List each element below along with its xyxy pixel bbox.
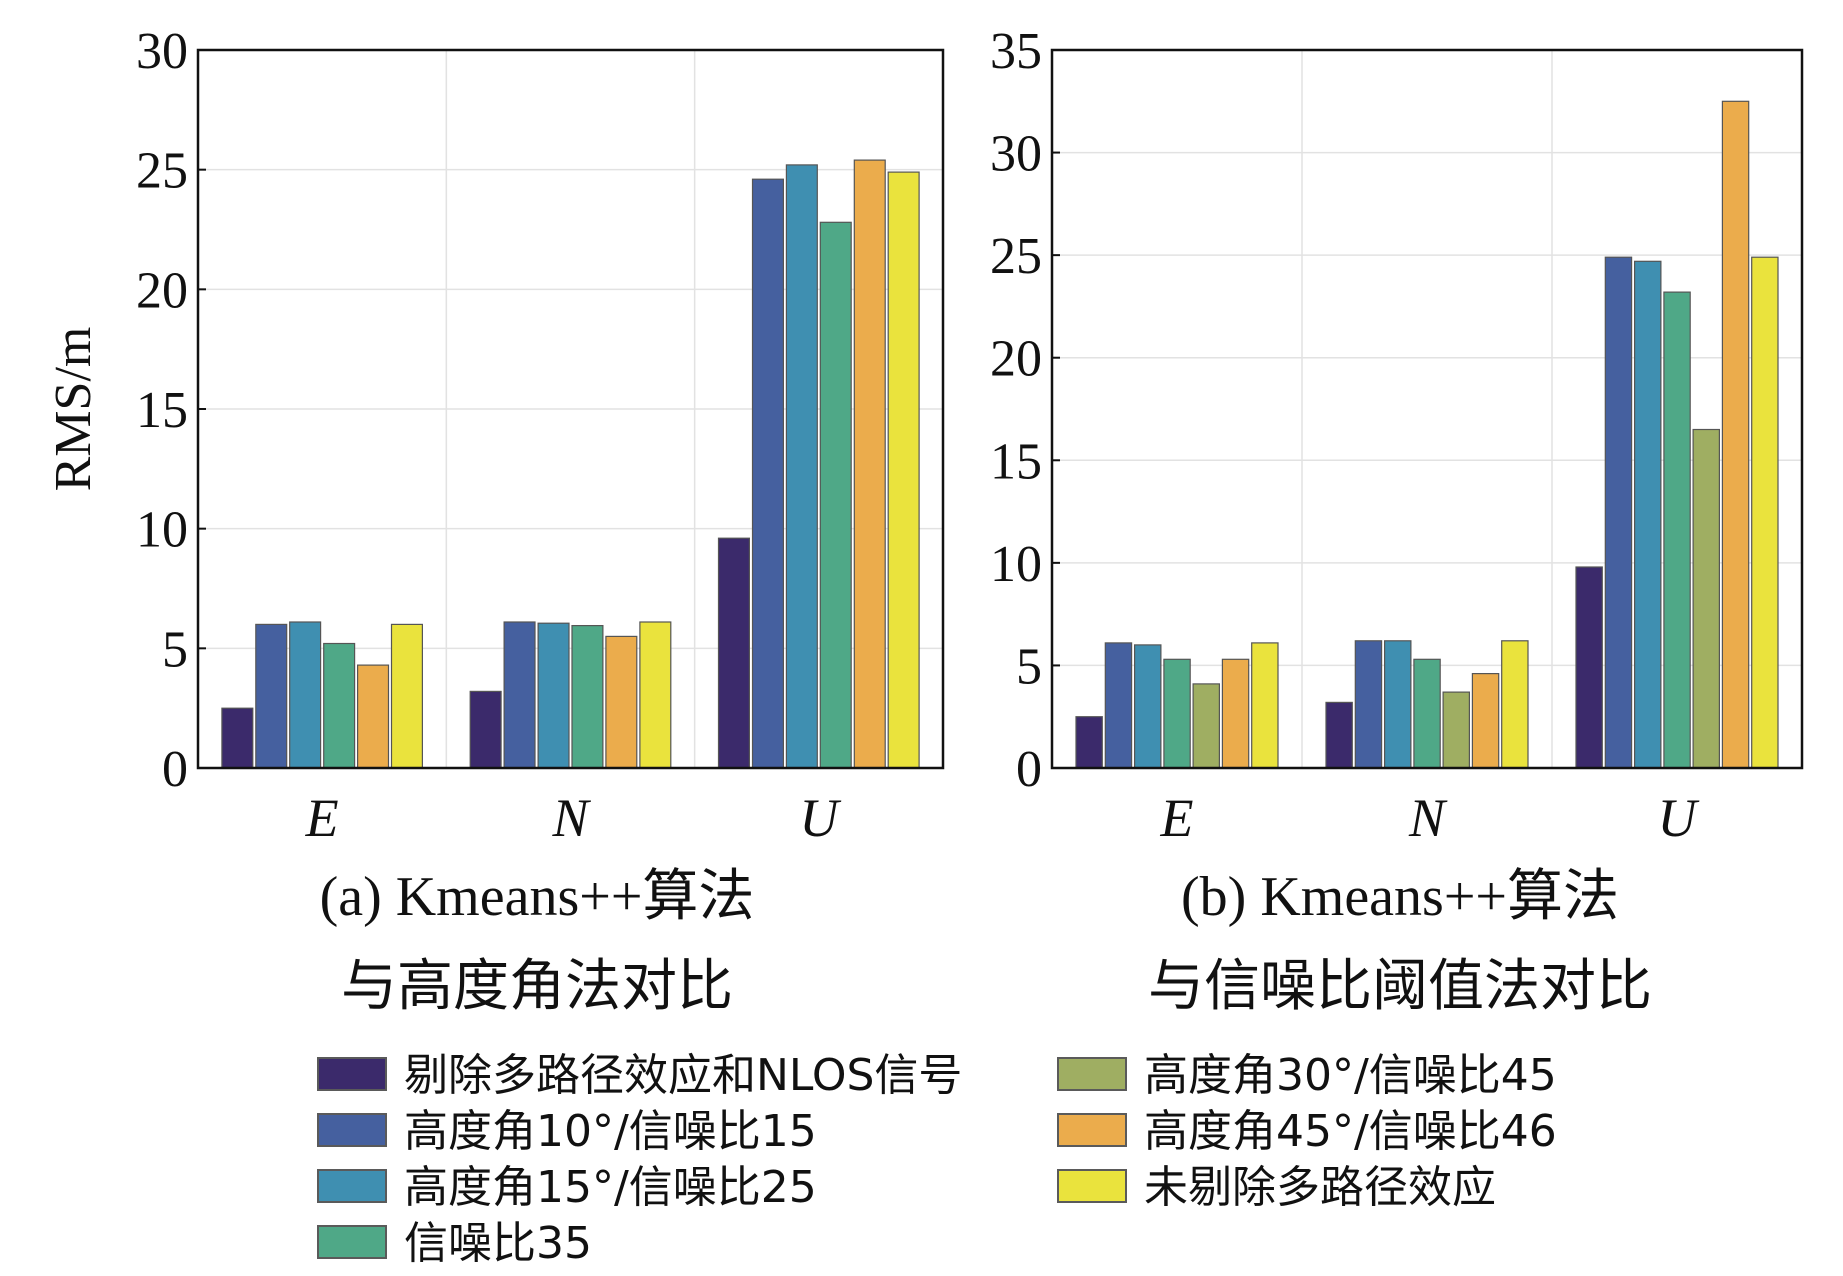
bar-U-s1 bbox=[717, 537, 750, 769]
bar-E-s1 bbox=[1075, 716, 1103, 769]
y-tick-label: 10 bbox=[990, 536, 1042, 593]
legend-swatch-s1 bbox=[317, 1057, 387, 1091]
legend-swatch-s6 bbox=[1057, 1113, 1127, 1147]
x-tick-label: U bbox=[799, 788, 841, 848]
y-tick-label: 5 bbox=[1016, 638, 1042, 695]
bar-N-s2 bbox=[1354, 640, 1383, 769]
legend-label-s1: 剔除多路径效应和NLOS信号 bbox=[404, 1050, 962, 1101]
bar-U-s2 bbox=[1604, 256, 1633, 769]
y-tick-label: 30 bbox=[136, 23, 188, 80]
y-tick-label: 15 bbox=[136, 382, 188, 439]
legend-label-s7: 未剔除多路径效应 bbox=[1144, 1162, 1496, 1213]
y-tick-label: 25 bbox=[136, 143, 188, 200]
bar-N-s4 bbox=[1413, 658, 1441, 769]
legend-swatch-s5 bbox=[1057, 1057, 1127, 1091]
x-tick-label: N bbox=[551, 788, 591, 848]
y-tick-label: 15 bbox=[990, 433, 1042, 490]
panel-a: E N U 0 5 10 15 20 25 30 RMS/m (a) Kmeans++算法与高度角法对… bbox=[45, 23, 945, 1019]
bar-U-s4 bbox=[1663, 291, 1691, 769]
bar-U-s5 bbox=[1692, 428, 1720, 769]
y-tick-label: 10 bbox=[136, 502, 188, 559]
bar-U-s6 bbox=[1721, 100, 1750, 769]
x-tick-label: E bbox=[305, 788, 339, 848]
bar-E-s2 bbox=[255, 623, 288, 769]
bar-E-s6 bbox=[357, 664, 390, 769]
bar-U-s4 bbox=[819, 221, 852, 769]
plot-frame bbox=[196, 48, 945, 770]
legend-label-s4: 信噪比35 bbox=[404, 1218, 592, 1269]
bar-N-s7 bbox=[639, 621, 672, 769]
bar-U-s3 bbox=[785, 164, 818, 769]
y-tick-label: 30 bbox=[990, 126, 1042, 183]
bar-N-s3 bbox=[1383, 640, 1412, 769]
x-tick-label: U bbox=[1658, 788, 1700, 848]
bar-N-s6 bbox=[1471, 672, 1500, 769]
bar-E-s7 bbox=[1251, 642, 1279, 769]
bar-E-s5 bbox=[1192, 683, 1220, 769]
bar-U-s6 bbox=[853, 159, 886, 769]
y-tick-label: 35 bbox=[990, 23, 1042, 80]
bar-E-s4 bbox=[1163, 658, 1191, 769]
y-tick-label: 5 bbox=[162, 621, 188, 678]
bar-N-s3 bbox=[537, 622, 570, 769]
bar-N-s6 bbox=[605, 635, 638, 769]
bar-E-s6 bbox=[1221, 658, 1250, 769]
y-tick-label: 20 bbox=[990, 331, 1042, 388]
bar-N-s7 bbox=[1501, 640, 1529, 769]
panel-caption-line1: (a) Kmeans++算法 bbox=[320, 866, 755, 928]
x-tick-label: N bbox=[1408, 788, 1448, 848]
y-tick-label: 20 bbox=[136, 262, 188, 319]
x-tick-label: E bbox=[1160, 788, 1194, 848]
legend-swatch-s7 bbox=[1057, 1169, 1127, 1203]
bar-E-s3 bbox=[1133, 644, 1162, 769]
legend-label-s2: 高度角10°/信噪比15 bbox=[404, 1106, 817, 1157]
y-tick-label: 0 bbox=[162, 741, 188, 798]
legend-swatch-s2 bbox=[317, 1113, 387, 1147]
plot-frame bbox=[1050, 48, 1804, 770]
bar-N-s5 bbox=[1442, 691, 1470, 769]
bar-N-s1 bbox=[469, 690, 502, 769]
bar-E-s7 bbox=[390, 623, 423, 769]
bar-E-s4 bbox=[323, 642, 356, 769]
panel-caption-line1: (b) Kmeans++算法 bbox=[1181, 866, 1619, 928]
panel-caption-line2: 与高度角法对比 bbox=[341, 954, 733, 1019]
bar-U-s1 bbox=[1575, 566, 1603, 769]
y-tick-label: 0 bbox=[1016, 741, 1042, 798]
legend-label-s6: 高度角45°/信噪比46 bbox=[1144, 1106, 1557, 1157]
y-tick-label: 25 bbox=[990, 228, 1042, 285]
bar-U-s2 bbox=[751, 178, 784, 769]
legend-swatch-s3 bbox=[317, 1169, 387, 1203]
bar-E-s3 bbox=[289, 621, 322, 769]
bar-E-s2 bbox=[1104, 642, 1133, 769]
bar-N-s1 bbox=[1325, 701, 1353, 769]
bar-N-s4 bbox=[571, 624, 604, 769]
bar-E-s1 bbox=[221, 707, 254, 769]
bar-U-s7 bbox=[887, 171, 920, 769]
panel-caption-line2: 与信噪比阈值法对比 bbox=[1148, 954, 1652, 1019]
bar-U-s3 bbox=[1633, 260, 1662, 769]
legend: 剔除多路径效应和NLOS信号高度角10°/信噪比15高度角15°/信噪比25信噪… bbox=[317, 1050, 1557, 1269]
legend-swatch-s4 bbox=[317, 1225, 387, 1259]
bar-U-s7 bbox=[1751, 256, 1779, 769]
legend-label-s5: 高度角30°/信噪比45 bbox=[1144, 1050, 1557, 1101]
bar-N-s2 bbox=[503, 621, 536, 769]
y-axis-label: RMS/m bbox=[45, 327, 102, 492]
legend-label-s3: 高度角15°/信噪比25 bbox=[404, 1162, 817, 1213]
